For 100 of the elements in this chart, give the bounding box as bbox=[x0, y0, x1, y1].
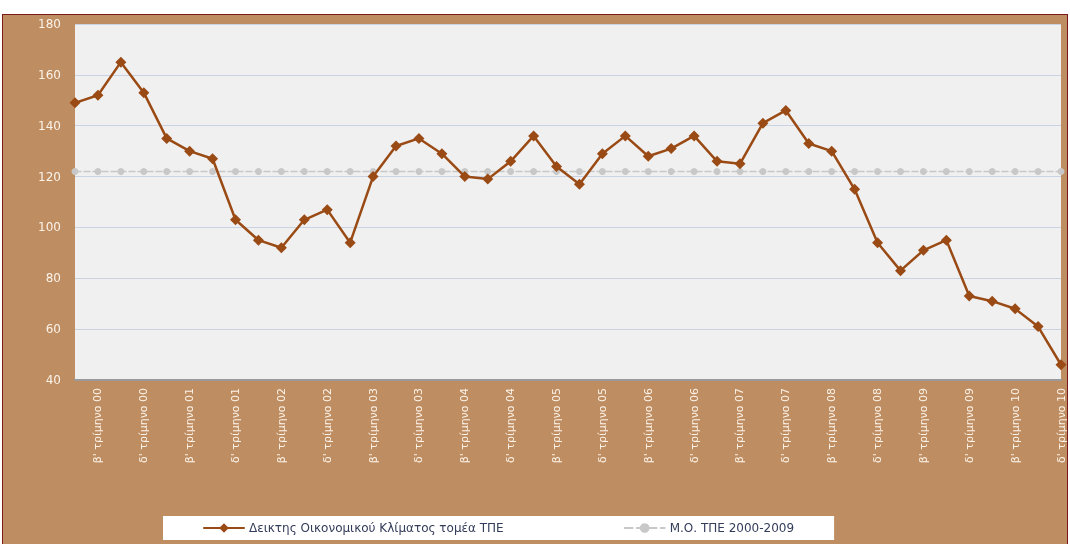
point bbox=[851, 167, 859, 175]
point bbox=[415, 167, 423, 175]
point bbox=[321, 204, 333, 216]
point bbox=[1011, 167, 1019, 175]
point bbox=[390, 140, 402, 152]
point bbox=[644, 167, 652, 175]
point bbox=[254, 167, 262, 175]
point bbox=[1055, 359, 1067, 371]
point bbox=[163, 167, 171, 175]
point bbox=[551, 160, 563, 172]
y-tick-label: 120 bbox=[38, 169, 61, 184]
point bbox=[619, 130, 631, 142]
point bbox=[161, 132, 173, 144]
x-tick-label: β' τρίμηνο 02 bbox=[274, 388, 288, 464]
point bbox=[828, 167, 836, 175]
point bbox=[71, 167, 79, 175]
y-tick-label: 100 bbox=[38, 220, 61, 235]
point bbox=[596, 148, 608, 160]
point bbox=[392, 167, 400, 175]
point bbox=[986, 295, 998, 307]
x-tick-label: δ' τρίμηνο 03 bbox=[412, 388, 426, 463]
legend-label: Μ.Ο. ΤΠΕ 2000-2009 bbox=[669, 521, 795, 535]
point bbox=[919, 167, 927, 175]
point bbox=[115, 56, 127, 68]
point bbox=[459, 171, 471, 183]
point bbox=[344, 237, 356, 249]
y-tick-label: 160 bbox=[38, 67, 61, 82]
point bbox=[138, 87, 150, 99]
point bbox=[186, 167, 194, 175]
point bbox=[734, 158, 746, 170]
point bbox=[230, 214, 242, 226]
point bbox=[346, 167, 354, 175]
point bbox=[484, 167, 492, 175]
x-tick-label: β' τρίμηνο 08 bbox=[825, 388, 839, 464]
x-tick-label: β' τρίμηνο 07 bbox=[733, 388, 747, 464]
point bbox=[894, 265, 906, 277]
point bbox=[482, 173, 494, 185]
point bbox=[759, 167, 767, 175]
point bbox=[713, 167, 721, 175]
point bbox=[207, 153, 219, 165]
point bbox=[965, 167, 973, 175]
point bbox=[232, 167, 240, 175]
x-tick-label: δ' τρίμηνο 00 bbox=[137, 388, 151, 463]
point bbox=[1034, 167, 1042, 175]
point bbox=[323, 167, 331, 175]
point bbox=[92, 89, 104, 101]
x-tick-label: δ' τρίμηνο 02 bbox=[320, 388, 334, 463]
point bbox=[1032, 321, 1044, 333]
y-tick-label: 180 bbox=[38, 17, 61, 31]
x-tick-label: δ' τρίμηνο 07 bbox=[779, 388, 793, 463]
point bbox=[736, 167, 744, 175]
point bbox=[667, 167, 675, 175]
x-tick-label: δ' τρίμηνο 10 bbox=[1054, 388, 1068, 463]
x-tick-label: δ' τρίμηνο 05 bbox=[595, 388, 609, 463]
point bbox=[507, 167, 515, 175]
point bbox=[573, 178, 585, 190]
x-tick-label: δ' τρίμηνο 06 bbox=[687, 388, 701, 463]
x-tick-label: β' τρίμηνο 00 bbox=[91, 388, 105, 464]
point bbox=[436, 148, 448, 160]
point bbox=[277, 167, 285, 175]
point bbox=[942, 167, 950, 175]
point bbox=[367, 171, 379, 183]
point bbox=[897, 167, 904, 175]
point bbox=[872, 237, 884, 249]
point bbox=[184, 145, 196, 157]
point bbox=[275, 242, 287, 254]
point bbox=[642, 150, 654, 162]
point bbox=[505, 155, 517, 167]
point bbox=[826, 145, 838, 157]
point bbox=[300, 167, 308, 175]
x-tick-label: β' τρίμηνο 06 bbox=[641, 388, 655, 464]
y-tick-label: 80 bbox=[45, 271, 61, 286]
point bbox=[988, 167, 996, 175]
point bbox=[1009, 303, 1021, 315]
x-tick-label: β' τρίμηνο 01 bbox=[183, 388, 197, 464]
point bbox=[94, 167, 102, 175]
point bbox=[209, 167, 217, 175]
x-tick-label: β' τρίμηνο 10 bbox=[1008, 388, 1022, 464]
point bbox=[690, 167, 698, 175]
y-tick-label: 140 bbox=[38, 118, 61, 133]
x-tick-label: β' τρίμηνο 03 bbox=[366, 388, 380, 464]
point bbox=[1057, 167, 1065, 175]
legend-label: Δεικτης Οικονομικού Κλίματος τομέα ΤΠΕ bbox=[249, 521, 504, 535]
point bbox=[805, 167, 813, 175]
point bbox=[69, 97, 81, 109]
point bbox=[530, 167, 538, 175]
point bbox=[528, 130, 540, 142]
point bbox=[298, 214, 310, 226]
x-tick-label: β' τρίμηνο 05 bbox=[550, 388, 564, 464]
point bbox=[665, 143, 677, 155]
point bbox=[575, 167, 583, 175]
point bbox=[117, 167, 125, 175]
point bbox=[963, 290, 975, 302]
point bbox=[711, 155, 723, 167]
x-tick-label: δ' τρίμηνο 04 bbox=[504, 388, 518, 463]
x-tick-label: δ' τρίμηνο 08 bbox=[871, 388, 885, 463]
point bbox=[252, 234, 264, 246]
x-tick-label: δ' τρίμηνο 01 bbox=[229, 388, 243, 463]
point bbox=[598, 167, 606, 175]
point bbox=[621, 167, 629, 175]
